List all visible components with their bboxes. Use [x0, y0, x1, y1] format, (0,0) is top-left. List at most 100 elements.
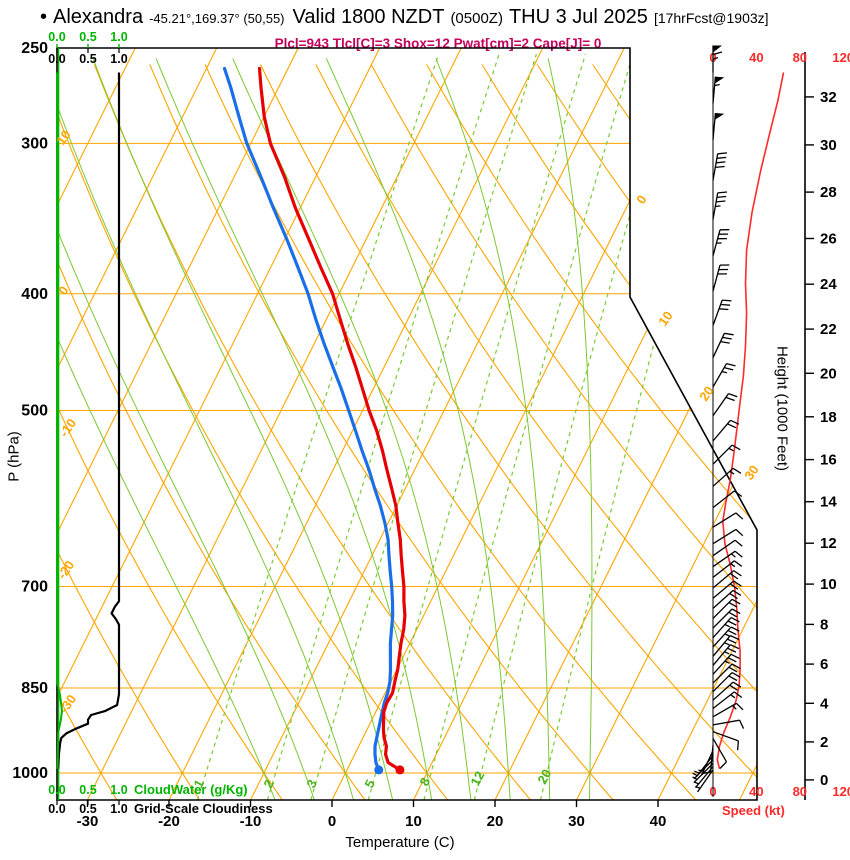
temperature-tick-label: 20: [487, 813, 504, 830]
pressure-tick-label: 850: [21, 680, 48, 697]
isotherm-label: 0: [633, 192, 649, 207]
isotherm-line: [657, 48, 757, 800]
pressure-tick-label: 1000: [12, 765, 48, 782]
wind-barbs: [692, 45, 745, 793]
valid-date: THU 3 Jul 2025: [508, 6, 648, 28]
speed-bottom-label: 80: [793, 784, 807, 799]
dewpoint-surface-dot: [374, 765, 384, 775]
wind-barb: [712, 635, 740, 657]
wind-barb: [698, 750, 714, 776]
cloudwater-profile: [56, 72, 63, 769]
dry-adiabat-label: -10: [56, 416, 79, 440]
temperature-tick-label: -20: [158, 813, 180, 830]
wind-barb: [712, 550, 743, 568]
wind-barb: [712, 617, 740, 639]
chart-title: • Alexandra -45.21°,169.37° (50,55) Valid 1…: [40, 6, 769, 29]
moist-adiabat-line: [325, 58, 511, 800]
height-tick-label: 30: [820, 137, 837, 154]
mixing-ratio-line: [539, 54, 733, 800]
wind-barb: [712, 229, 730, 257]
mixing-ratio-label: 5: [361, 777, 378, 790]
wind-barb: [712, 589, 742, 609]
speed-bottom-label: 40: [749, 784, 763, 799]
mixing-ratio-line: [367, 54, 587, 800]
isotherm-line: [87, 48, 462, 800]
mixing-ratio-line: [196, 54, 440, 800]
valid-time: Valid 1800 NZDT: [292, 6, 445, 28]
profiles: [56, 66, 407, 775]
dry-adiabat-line: [57, 64, 283, 800]
background-grid: [57, 48, 757, 800]
dry-adiabat-line: [260, 64, 757, 800]
temperature-tick-label: -30: [77, 813, 99, 830]
mixing-ratio-line: [310, 54, 537, 800]
moist-adiabat-line: [155, 58, 433, 800]
dewpoint-curve: [222, 66, 395, 772]
forecast-run: [17hrFcst@1903z]: [653, 10, 769, 26]
height-tick-label: 8: [820, 616, 828, 633]
gridscale-axis-label: Grid-Scale Cloudiness: [134, 801, 273, 816]
wind-barb: [694, 755, 714, 778]
dry-adiabat-label: 10: [53, 127, 74, 147]
wind-barb: [712, 608, 741, 629]
speed-bottom-label: 120: [832, 784, 850, 799]
height-tick-label: 18: [820, 409, 837, 426]
gridscale-bottom-label: 0.5: [79, 802, 96, 816]
dry-adiabat-line: [315, 64, 757, 800]
wind-barb: [712, 512, 744, 528]
height-tick-label: 32: [820, 89, 837, 106]
gridscale-top-label: 0.5: [79, 52, 96, 66]
gridscale-top-label: 0.0: [48, 52, 65, 66]
wind-barb: [712, 580, 742, 599]
height-tick-label: 0: [820, 772, 828, 789]
cloudwater-bottom-label: 0.0: [48, 783, 65, 797]
dry-adiabat-line: [536, 64, 757, 800]
wind-barb: [712, 76, 725, 104]
height-tick-label: 2: [820, 734, 828, 751]
cloudwater-bottom-label: 0.5: [79, 783, 96, 797]
height-tick-label: 20: [820, 365, 837, 382]
wind-barb: [712, 264, 730, 292]
wind-barb: [712, 738, 728, 769]
wind-barb: [712, 672, 741, 693]
wind-barb: [712, 539, 743, 557]
pressure-tick-label: 400: [21, 286, 48, 303]
wind-barb: [712, 490, 743, 509]
wind-barb: [712, 653, 740, 675]
dry-adiabat-line: [57, 64, 366, 800]
height-tick-label: 28: [820, 184, 837, 201]
isotherm-line: [57, 48, 299, 800]
temperature-axis-title: Temperature (C): [345, 834, 455, 851]
wind-barb: [712, 392, 738, 417]
dry-adiabat-line: [481, 64, 757, 800]
mixing-ratio-line: [473, 54, 677, 800]
isotherm-line: [576, 48, 757, 800]
mixing-ratio-label: 12: [467, 769, 487, 789]
dry-adiabat-line: [426, 64, 757, 800]
cloudwater-top-label: 0.5: [79, 30, 96, 44]
gridscale-bottom-label: 1.0: [110, 802, 127, 816]
pressure-axis-title: P (hPa): [5, 431, 23, 482]
cloudwater-axis-label: CloudWater (g/Kg): [134, 782, 248, 797]
height-tick-label: 12: [820, 535, 837, 552]
temperature-tick-label: 0: [328, 813, 336, 830]
speed-top-label: 80: [793, 50, 807, 65]
isotherm-line: [57, 48, 381, 800]
wind-barb: [712, 681, 742, 701]
isotherm-line: [57, 48, 218, 800]
moist-adiabat-line: [57, 58, 276, 800]
mixing-ratio-label: 3: [303, 777, 320, 790]
height-tick-label: 26: [820, 231, 837, 248]
temperature-tick-label: 40: [650, 813, 667, 830]
moist-adiabat-line: [547, 58, 593, 800]
wind-barb: [712, 570, 742, 589]
isotherm-line: [494, 48, 757, 800]
isotherm-line: [250, 48, 625, 800]
dry-adiabat-line: [57, 64, 449, 800]
wind-barb: [701, 745, 714, 775]
cloudwater-bottom-label: 1.0: [110, 783, 127, 797]
height-axis-title: Height (1000 Feet): [773, 345, 791, 472]
